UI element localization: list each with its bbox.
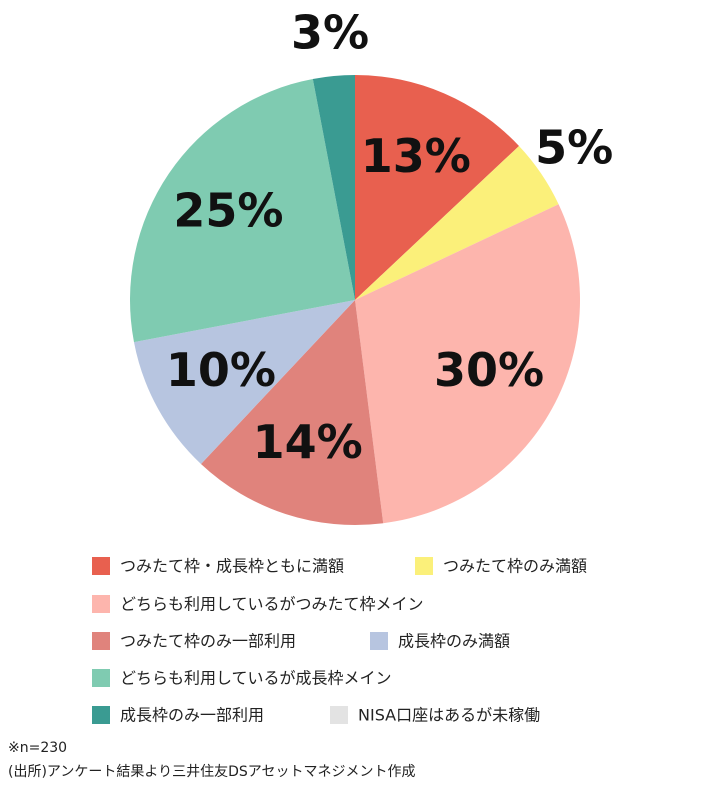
legend-label: どちらも利用しているが成長枠メイン [120, 669, 392, 688]
legend-swatch [330, 706, 348, 724]
value-label: 30% [434, 343, 544, 397]
legend-swatch [370, 632, 388, 650]
pie-slice [355, 75, 520, 300]
legend-swatch [92, 669, 110, 687]
value-label: 13% [361, 129, 471, 183]
legend-label: つみたて枠・成長枠ともに満額 [120, 557, 344, 576]
value-label: 25% [173, 184, 283, 238]
note: ※n=230 [8, 740, 67, 756]
legend-swatch [92, 595, 110, 613]
legend-swatch [415, 557, 433, 575]
legend-label: つみたて枠のみ満額 [443, 557, 587, 576]
value-label: 3% [291, 6, 369, 60]
value-label: 5% [535, 121, 613, 175]
legend-swatch [92, 557, 110, 575]
legend-label: 成長枠のみ一部利用 [120, 706, 264, 725]
legend-label: どちらも利用しているがつみたて枠メイン [120, 595, 424, 614]
legend-swatch [92, 706, 110, 724]
legend-label: 成長枠のみ満額 [398, 632, 510, 651]
value-label: 14% [253, 415, 363, 469]
legend-swatch [92, 632, 110, 650]
pie-slice [355, 145, 559, 300]
pie-slice [130, 78, 355, 343]
pie-slice [200, 300, 384, 526]
legend-label: つみたて枠のみ一部利用 [120, 632, 296, 651]
pie-slice [355, 204, 580, 524]
pie-slice [312, 75, 355, 300]
pie-slice [133, 300, 355, 465]
legend-label: NISA口座はあるが未稼働 [358, 706, 540, 725]
value-label: 10% [166, 343, 276, 397]
note: (出所)アンケート結果より三井住友DSアセットマネジメント作成 [8, 764, 415, 780]
